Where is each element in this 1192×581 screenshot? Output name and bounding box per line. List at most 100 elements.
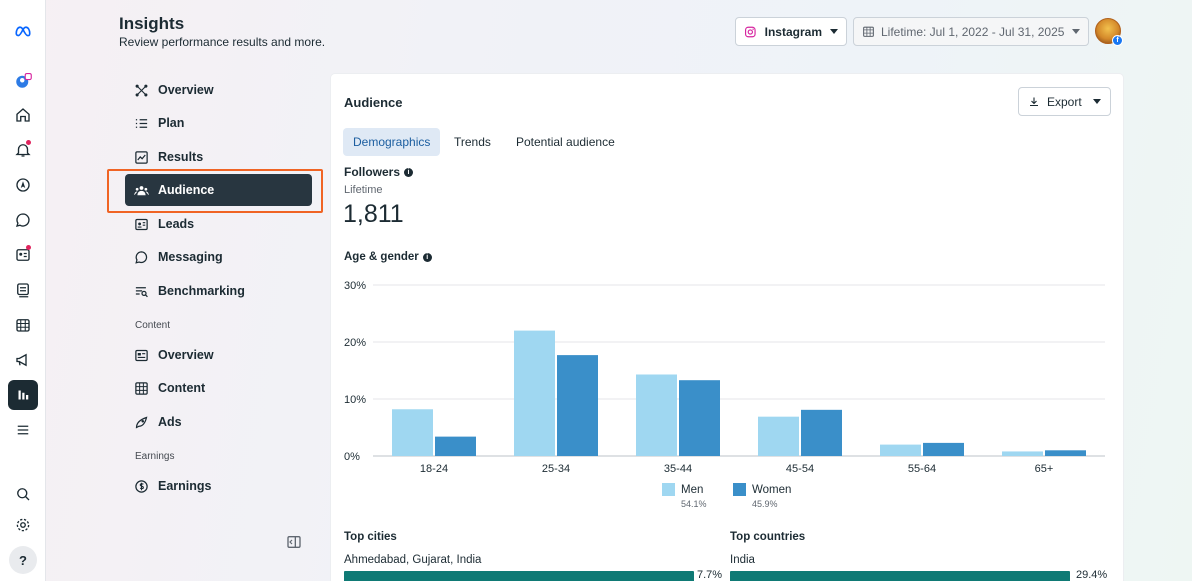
nav-label: Content xyxy=(158,381,206,395)
notifications-icon[interactable] xyxy=(8,135,38,165)
profile-avatar[interactable]: f xyxy=(1095,18,1123,46)
benchmarking-icon xyxy=(135,286,148,297)
age-gender-label: Age & gender i xyxy=(344,251,432,263)
nav-item-earnings[interactable]: Earnings xyxy=(125,470,312,502)
nav-label: Messaging xyxy=(158,250,223,264)
notification-badge xyxy=(26,140,31,145)
nav-item-overview[interactable]: Overview xyxy=(125,74,312,106)
legend-pct-women: 45.9% xyxy=(752,499,778,509)
top-country-pct: 29.4% xyxy=(1076,569,1108,581)
collapse-sidebar-icon[interactable] xyxy=(286,534,302,550)
contacts-badge xyxy=(26,245,31,250)
nav-item-audience[interactable]: Audience xyxy=(125,174,312,206)
x-tick-label: 65+ xyxy=(1035,463,1054,475)
tab-potential-audience[interactable]: Potential audience xyxy=(516,135,615,149)
tab-trends[interactable]: Trends xyxy=(454,135,491,149)
top-city-name: Ahmedabad, Gujarat, India xyxy=(344,554,482,566)
contacts-icon[interactable] xyxy=(8,240,38,270)
results-icon xyxy=(135,150,148,164)
menu-icon[interactable] xyxy=(8,415,38,445)
nav-label: Results xyxy=(158,150,204,164)
help-label: ? xyxy=(9,546,37,574)
x-tick-label: 25-34 xyxy=(542,463,570,475)
followers-value: 1,811 xyxy=(343,200,404,228)
nav-item-plan[interactable]: Plan xyxy=(125,107,312,139)
info-icon[interactable]: i xyxy=(404,167,414,177)
age-gender-chart: 0% 10% 20% 30% 18-24 25-34 35-44 45-54 55-64 65+ xyxy=(344,280,1105,475)
followers-label-text: Followers xyxy=(344,165,401,179)
bar-women-65+ xyxy=(1045,450,1086,456)
platform-label: Instagram xyxy=(764,24,822,39)
top-city-pct: 7.7% xyxy=(697,569,723,581)
compass-icon[interactable] xyxy=(8,170,38,200)
nav-label: Audience xyxy=(158,183,215,197)
followers-period: Lifetime xyxy=(344,184,383,196)
tab-demographics[interactable]: Demographics xyxy=(343,128,441,156)
audience-highlight-box xyxy=(107,169,323,213)
top-city-bar xyxy=(344,571,694,581)
overview-icon xyxy=(135,84,148,96)
nav-item-ads[interactable]: Ads xyxy=(125,406,312,438)
age-gender-label-text: Age & gender xyxy=(344,251,419,263)
date-range-label: Lifetime: Jul 1, 2022 - Jul 31, 2025 xyxy=(881,24,1065,39)
nav-item-leads[interactable]: Leads xyxy=(125,208,312,240)
followers-label: Followers i xyxy=(344,165,414,179)
ads-icon xyxy=(135,416,148,429)
meta-logo-icon[interactable] xyxy=(8,16,38,46)
bar-men-45-54 xyxy=(758,416,799,456)
x-tick-label: 18-24 xyxy=(420,463,448,475)
x-tick-label: 45-54 xyxy=(786,463,814,475)
account-avatar-icon[interactable] xyxy=(8,66,38,96)
settings-icon[interactable] xyxy=(8,510,38,540)
bar-women-18-24 xyxy=(435,436,476,456)
audience-card: Audience Export Demographics Trends Pote… xyxy=(331,74,1123,581)
bar-women-25-34 xyxy=(557,355,598,456)
plan-icon xyxy=(135,118,148,128)
nav-label: Overview xyxy=(158,83,214,97)
nav-label: Earnings xyxy=(158,479,212,493)
posts-icon[interactable] xyxy=(8,275,38,305)
date-range-select[interactable]: Lifetime: Jul 1, 2022 - Jul 31, 2025 xyxy=(853,17,1089,46)
instagram-icon xyxy=(745,26,756,37)
bar-women-45-54 xyxy=(801,409,842,456)
megaphone-icon[interactable] xyxy=(8,345,38,375)
nav-label: Ads xyxy=(158,415,182,429)
legend-women: Women 45.9% xyxy=(733,483,791,509)
nav-label: Benchmarking xyxy=(158,284,245,298)
nav-item-benchmarking[interactable]: Benchmarking xyxy=(125,275,312,307)
nav-label: Overview xyxy=(158,348,214,362)
legend-label-men: Men xyxy=(681,483,704,496)
download-icon xyxy=(1030,97,1038,106)
x-tick-label: 35-44 xyxy=(664,463,692,475)
nav-item-content-overview[interactable]: Overview xyxy=(125,339,312,371)
info-icon[interactable]: i xyxy=(422,252,432,262)
facebook-badge-icon: f xyxy=(1112,35,1123,46)
bar-women-55-64 xyxy=(923,442,964,456)
nav-item-messaging[interactable]: Messaging xyxy=(125,241,312,273)
nav-section-earnings: Earnings xyxy=(135,451,175,462)
chat-icon[interactable] xyxy=(8,205,38,235)
calendar-icon[interactable] xyxy=(8,310,38,340)
bar-men-18-24 xyxy=(392,409,433,456)
legend-men: Men 54.1% xyxy=(662,483,707,509)
nav-item-content[interactable]: Content xyxy=(125,372,312,404)
y-tick-label: 20% xyxy=(344,337,366,349)
export-button[interactable]: Export xyxy=(1018,87,1111,116)
left-rail: ? xyxy=(0,0,46,581)
nav-item-results[interactable]: Results xyxy=(125,141,312,173)
audience-icon xyxy=(134,185,149,195)
page-title: Insights xyxy=(119,14,185,33)
help-icon[interactable]: ? xyxy=(8,545,38,575)
top-country-bar xyxy=(730,571,1070,581)
insights-icon[interactable] xyxy=(8,380,38,410)
home-icon[interactable] xyxy=(8,100,38,130)
page-subtitle: Review performance results and more. xyxy=(119,35,326,49)
nav-label: Plan xyxy=(158,116,185,130)
top-country-name: India xyxy=(730,554,755,566)
leads-icon xyxy=(135,218,148,230)
platform-select[interactable]: Instagram xyxy=(735,17,847,46)
search-icon[interactable] xyxy=(8,479,38,509)
calendar-grid-icon xyxy=(863,26,874,37)
card-title: Audience xyxy=(344,95,403,110)
legend-swatch-men xyxy=(662,483,675,496)
